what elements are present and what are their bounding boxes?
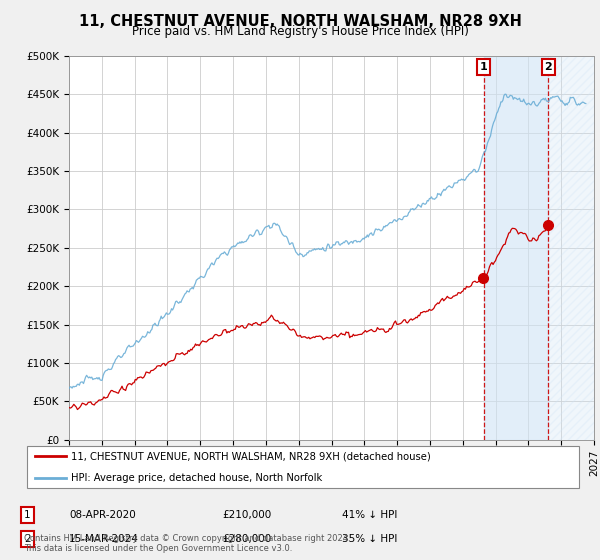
Text: 35% ↓ HPI: 35% ↓ HPI [342,534,397,544]
FancyBboxPatch shape [27,446,579,488]
Text: 2: 2 [544,62,552,72]
Text: 11, CHESTNUT AVENUE, NORTH WALSHAM, NR28 9XH (detached house): 11, CHESTNUT AVENUE, NORTH WALSHAM, NR28… [71,451,431,461]
Text: Price paid vs. HM Land Registry's House Price Index (HPI): Price paid vs. HM Land Registry's House … [131,25,469,38]
Text: 15-MAR-2024: 15-MAR-2024 [69,534,139,544]
Text: 11, CHESTNUT AVENUE, NORTH WALSHAM, NR28 9XH: 11, CHESTNUT AVENUE, NORTH WALSHAM, NR28… [79,14,521,29]
Bar [484,56,548,440]
Bar [548,56,600,440]
Text: HPI: Average price, detached house, North Norfolk: HPI: Average price, detached house, Nort… [71,473,323,483]
Text: 08-APR-2020: 08-APR-2020 [69,510,136,520]
Text: Contains HM Land Registry data © Crown copyright and database right 2024.
This d: Contains HM Land Registry data © Crown c… [24,534,350,553]
Text: £210,000: £210,000 [222,510,271,520]
Text: 1: 1 [480,62,487,72]
Text: 2: 2 [24,534,31,544]
Text: 41% ↓ HPI: 41% ↓ HPI [342,510,397,520]
Text: 1: 1 [24,510,31,520]
Text: £280,000: £280,000 [222,534,271,544]
